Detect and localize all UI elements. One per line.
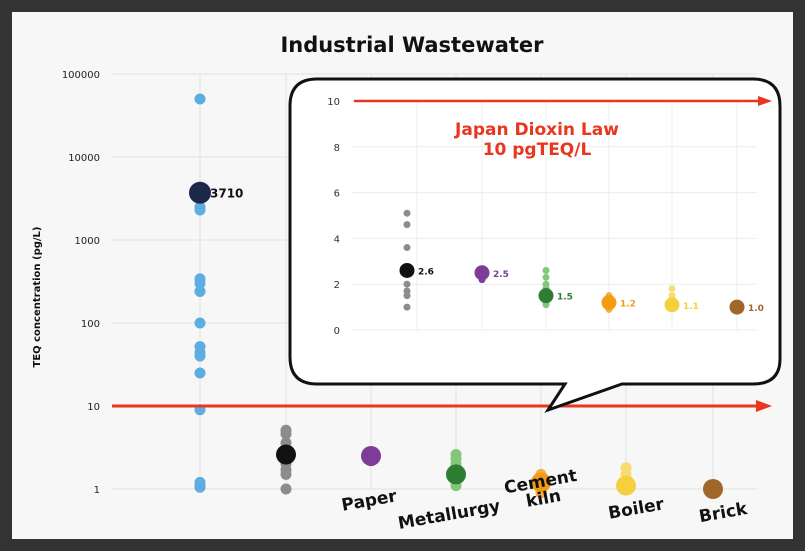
- y-axis-label: TEQ concentration (pg/L): [32, 226, 43, 367]
- inset-reference-line-arrowhead: [758, 96, 772, 106]
- inset-data-point: [542, 266, 550, 274]
- main-data-point: [194, 285, 206, 297]
- inset-data-point: [403, 244, 411, 252]
- inset-y-tick-label: 8: [334, 143, 340, 154]
- inset-data-point: [668, 292, 676, 300]
- inset-y-tick-label: 10: [327, 97, 340, 108]
- main-data-point: [194, 367, 206, 379]
- main-mean-marker: [703, 479, 723, 499]
- category-label: Brick: [697, 499, 749, 527]
- category-label: Paper: [340, 486, 399, 515]
- inset-data-point: [542, 301, 550, 309]
- chart-title: Industrial Wastewater: [280, 33, 544, 57]
- main-y-tick-label: 1000: [75, 236, 100, 247]
- inset-mean-marker: [538, 288, 554, 304]
- main-mean-marker: [616, 475, 636, 496]
- inset-y-tick-label: 0: [334, 326, 340, 337]
- inset-data-point: [542, 273, 550, 281]
- inset-mean-label: 2.5: [493, 270, 509, 280]
- main-data-point: [194, 350, 206, 362]
- inset-data-point: [403, 280, 411, 288]
- inset-data-points: 2.6 2.5 1.5 1.2 1.1 1.0: [399, 209, 764, 315]
- main-data-point: [194, 277, 206, 289]
- main-mean-marker: [276, 444, 296, 465]
- main-data-points: 3710: [189, 93, 723, 499]
- inset-mean-label: 1.5: [557, 293, 573, 303]
- inset-data-point: [668, 285, 676, 293]
- inset-mean-label: 2.6: [418, 267, 434, 277]
- inset-mean-marker: [729, 299, 745, 315]
- inset-mean-marker: [399, 262, 415, 278]
- inset-reference-line: [354, 96, 772, 106]
- inset-y-tick-label: 6: [334, 189, 340, 200]
- main-data-point: [280, 468, 292, 480]
- inset-mean-label: 1.1: [683, 302, 699, 312]
- main-y-tick-label: 10000: [68, 153, 100, 164]
- inset-mean-label: 1.2: [620, 300, 636, 310]
- main-mean-marker: [189, 181, 211, 204]
- inset-data-point: [403, 221, 411, 229]
- main-y-tick-labels: 100000 10000 1000 100 10 1: [62, 70, 100, 496]
- inset-mean-marker: [474, 265, 490, 281]
- main-data-point: [194, 93, 206, 105]
- main-mean-marker: [446, 464, 466, 485]
- inset-y-tick-labels: 10 8 6 4 2 0: [327, 97, 340, 337]
- callout-bubble: [288, 77, 782, 413]
- category-label: Boiler: [607, 494, 666, 524]
- main-data-point: [280, 483, 292, 495]
- inset-annotation-line-1: Japan Dioxin Law: [454, 120, 619, 140]
- main-mean-marker: [531, 472, 551, 493]
- main-y-tick-label: 100000: [62, 70, 100, 81]
- main-data-point: [194, 204, 206, 216]
- inset-mean-label: 1.0: [748, 304, 764, 314]
- inset-mean-marker: [664, 297, 680, 313]
- main-y-tick-label: 10: [87, 402, 100, 413]
- main-data-point: [194, 317, 206, 329]
- reference-line-arrowhead: [756, 400, 772, 412]
- inset-callout: [288, 77, 782, 413]
- inset-annotation-line-2: 10 pgTEQ/L: [483, 140, 592, 160]
- main-y-tick-label: 100: [81, 319, 100, 330]
- main-data-point: [280, 428, 292, 440]
- inset-y-tick-label: 4: [334, 234, 340, 245]
- main-mean-marker: [361, 445, 381, 466]
- main-mean-label: 3710: [210, 187, 243, 201]
- main-data-point: [194, 481, 206, 493]
- category-label: Cementkiln: [503, 466, 582, 515]
- inset-data-point: [403, 303, 411, 311]
- main-reference-line: [112, 400, 772, 412]
- inset-mean-marker: [601, 295, 617, 311]
- inset-data-point: [403, 292, 411, 300]
- inset-y-tick-label: 2: [334, 280, 340, 291]
- main-y-tick-label: 1: [94, 485, 100, 496]
- inset-data-point: [403, 209, 411, 217]
- category-label: Metallurgy: [396, 496, 501, 534]
